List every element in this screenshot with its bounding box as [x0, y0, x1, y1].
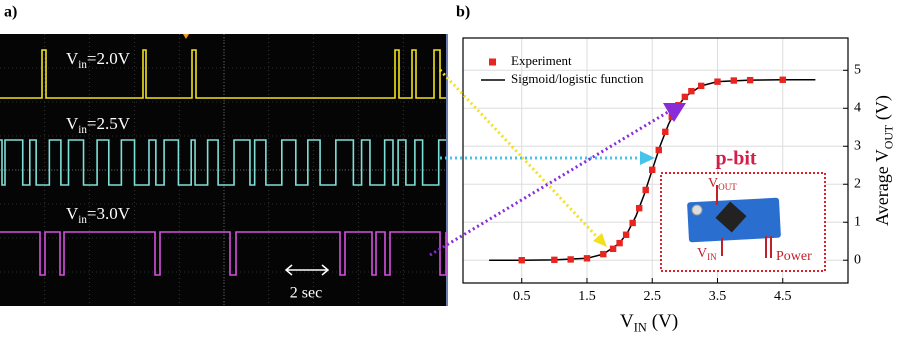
trigger-marker	[183, 34, 189, 39]
data-point	[746, 76, 754, 84]
y-tick-label: 5	[854, 63, 861, 78]
data-point	[662, 128, 669, 136]
y-tick-label: 1	[854, 214, 861, 229]
y-tick-label: 0	[854, 252, 861, 267]
data-point	[616, 239, 623, 247]
data-point	[629, 219, 636, 227]
data-point	[779, 76, 786, 83]
arrowhead	[663, 103, 686, 122]
legend-label: Experiment	[511, 53, 572, 68]
arrow	[429, 110, 669, 257]
data-point	[551, 256, 558, 264]
trace-label-part: in	[78, 59, 87, 71]
x-axis-label: VIN (V)	[620, 311, 678, 334]
inset-label: VOUT	[708, 176, 737, 192]
panel-label: b)	[456, 4, 470, 21]
inset-label-part: OUT	[718, 182, 737, 192]
x-tick-label: 2.5	[643, 289, 661, 304]
data-point	[714, 78, 721, 85]
x-tick-label: 4.5	[774, 289, 792, 304]
arrowhead	[640, 151, 655, 165]
x-axis-label-part: IN	[634, 321, 647, 335]
data-point	[649, 166, 656, 174]
data-point	[609, 245, 617, 253]
scale-label: 2 sec	[290, 285, 322, 302]
trace-label-part: =3.0V	[87, 204, 131, 223]
trace-label: Vin=3.0V	[66, 204, 131, 226]
y-tick-label: 4	[854, 100, 861, 115]
arrowhead	[593, 233, 607, 247]
trace-label-part: V	[66, 49, 79, 68]
inset-label-part: V	[708, 176, 718, 191]
data-point	[622, 231, 630, 238]
data-point	[681, 93, 689, 101]
plot-frame	[462, 37, 849, 284]
trace-label: Vin=2.0V	[66, 49, 131, 71]
inset-label: Power	[776, 249, 812, 264]
data-point	[730, 77, 738, 84]
inset-title: p-bit	[715, 148, 756, 170]
data-point	[688, 87, 695, 95]
x-tick-label: 1.5	[578, 289, 596, 304]
y-tick-label: 3	[854, 138, 861, 153]
y-axis-label-part: OUT	[882, 125, 895, 149]
trace-label: Vin=2.5V	[66, 114, 131, 136]
x-tick-label: 0.5	[513, 289, 531, 304]
x-axis-label-part: V	[620, 311, 634, 332]
scope-trace	[0, 49, 446, 99]
button	[691, 204, 703, 216]
data-point	[655, 146, 662, 154]
data-point	[635, 204, 643, 212]
trace-label-part: =2.0V	[87, 49, 131, 68]
data-point	[583, 255, 591, 262]
oscilloscope	[0, 34, 448, 306]
trace-label-part: V	[66, 204, 79, 223]
data-point	[567, 256, 574, 263]
scope-trace	[0, 231, 447, 276]
chip	[715, 201, 747, 233]
data-point	[697, 82, 705, 90]
trace-label-part: in	[78, 124, 87, 136]
y-axis-label-part: (V)	[872, 95, 893, 120]
legend-label: Sigmoid/logistic function	[511, 71, 644, 86]
inset-label: VIN	[697, 246, 717, 262]
data-point	[518, 257, 525, 264]
trace-label-part: in	[78, 214, 87, 226]
inset-label-part: V	[697, 246, 707, 261]
inset-label-part: IN	[707, 252, 717, 262]
y-axis-label-part: Average V	[872, 149, 892, 226]
legend-marker	[489, 58, 496, 66]
arrow	[438, 68, 602, 242]
data-point	[600, 250, 607, 258]
trace-label-part: =2.5V	[87, 114, 131, 133]
y-tick-label: 2	[854, 176, 861, 191]
scope-trace	[0, 139, 446, 186]
x-tick-label: 3.5	[709, 289, 727, 304]
scale-arrow	[284, 264, 330, 276]
y-axis-label: Average VOUT (V)	[872, 95, 895, 226]
panel-label: a)	[4, 4, 17, 21]
trace-label-part: V	[66, 114, 79, 133]
x-axis-label-part: (V)	[652, 311, 678, 332]
data-point	[642, 186, 649, 194]
